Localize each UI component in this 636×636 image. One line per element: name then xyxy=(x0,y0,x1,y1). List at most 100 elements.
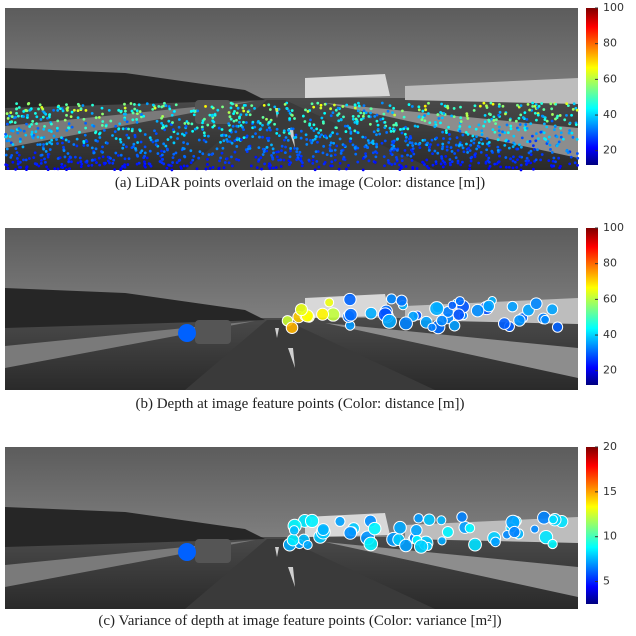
lidar-point xyxy=(512,160,515,163)
lidar-point xyxy=(530,153,533,156)
lidar-point xyxy=(449,137,452,140)
feature-point xyxy=(449,320,460,331)
lidar-point xyxy=(37,127,40,130)
lidar-point xyxy=(504,156,507,159)
lidar-point xyxy=(208,114,211,117)
lidar-point xyxy=(512,155,515,158)
feature-point xyxy=(344,527,357,540)
lidar-point xyxy=(161,158,164,161)
feature-point xyxy=(335,516,345,526)
lidar-point xyxy=(125,145,128,148)
lidar-point xyxy=(79,157,82,160)
lidar-point xyxy=(65,168,68,171)
lidar-point xyxy=(312,155,315,158)
lidar-point xyxy=(432,164,435,167)
lidar-point xyxy=(271,158,274,161)
lidar-point xyxy=(354,153,357,156)
lidar-point xyxy=(369,112,372,115)
lidar-point xyxy=(211,119,214,122)
lidar-point xyxy=(279,158,282,161)
lidar-point xyxy=(224,161,227,164)
lidar-point xyxy=(216,147,219,150)
lidar-point xyxy=(402,127,405,130)
lidar-point xyxy=(183,155,186,158)
feature-point xyxy=(287,534,299,546)
lidar-point xyxy=(497,138,500,141)
lidar-point xyxy=(426,142,429,145)
lidar-point xyxy=(14,147,17,150)
lidar-point xyxy=(553,128,556,131)
lidar-point xyxy=(231,142,234,145)
lidar-point xyxy=(6,123,9,126)
lidar-point xyxy=(39,103,42,106)
lidar-point xyxy=(299,151,302,154)
lidar-point xyxy=(521,136,524,139)
lidar-point xyxy=(242,110,245,113)
lidar-point xyxy=(161,127,164,130)
lidar-point xyxy=(441,131,444,134)
lidar-point xyxy=(364,155,367,158)
lidar-point xyxy=(247,145,250,148)
lidar-point xyxy=(172,128,175,131)
lidar-point xyxy=(18,106,21,109)
lidar-point xyxy=(475,128,478,131)
lidar-point xyxy=(223,166,226,169)
lidar-point xyxy=(487,157,490,160)
lidar-point xyxy=(126,163,129,166)
lidar-point xyxy=(366,146,369,149)
lidar-point xyxy=(284,103,287,106)
lidar-point xyxy=(559,114,562,117)
lidar-point xyxy=(247,110,250,113)
lidar-point xyxy=(23,130,26,133)
lidar-point xyxy=(47,168,50,171)
lidar-point xyxy=(436,113,439,116)
lidar-point xyxy=(82,144,85,147)
lidar-point xyxy=(43,125,46,128)
caption: (b) Depth at image feature points (Color… xyxy=(135,396,464,412)
lidar-point xyxy=(390,130,393,133)
feature-point xyxy=(514,315,525,326)
lidar-point xyxy=(136,121,139,124)
lidar-point xyxy=(238,121,241,124)
lidar-point xyxy=(376,114,379,117)
lidar-point xyxy=(473,154,476,157)
lidar-point xyxy=(502,105,505,108)
lidar-point xyxy=(148,162,151,165)
lidar-point xyxy=(346,125,349,128)
lidar-point xyxy=(276,128,279,131)
lidar-point xyxy=(261,136,264,139)
lidar-point xyxy=(14,121,17,124)
lidar-point xyxy=(63,149,66,152)
lidar-point xyxy=(246,135,249,138)
lidar-point xyxy=(423,119,426,122)
lidar-point xyxy=(16,132,19,135)
lidar-point xyxy=(30,123,33,126)
lidar-point xyxy=(48,114,51,117)
lidar-point xyxy=(311,102,314,105)
lidar-point xyxy=(71,126,74,129)
colorbar-tick-label: 100 xyxy=(603,1,624,14)
lidar-point xyxy=(493,163,496,166)
feature-point xyxy=(411,525,423,537)
lidar-point xyxy=(541,115,544,118)
lidar-point xyxy=(559,127,562,130)
lidar-point xyxy=(441,116,444,119)
lidar-point xyxy=(65,103,68,106)
feature-point xyxy=(509,526,520,537)
lidar-point xyxy=(576,152,579,155)
lidar-point xyxy=(473,138,476,141)
lidar-point xyxy=(365,111,368,114)
lidar-point xyxy=(289,155,292,158)
lidar-point xyxy=(491,128,494,131)
lidar-point xyxy=(273,105,276,108)
lidar-point xyxy=(375,133,378,136)
lidar-point xyxy=(324,103,327,106)
lidar-point xyxy=(70,160,73,163)
lidar-point xyxy=(416,125,419,128)
lidar-point xyxy=(342,158,345,161)
lidar-point xyxy=(123,113,126,116)
lidar-point xyxy=(114,152,117,155)
lidar-point xyxy=(330,141,333,144)
lidar-point xyxy=(221,128,224,131)
lidar-point xyxy=(280,149,283,152)
